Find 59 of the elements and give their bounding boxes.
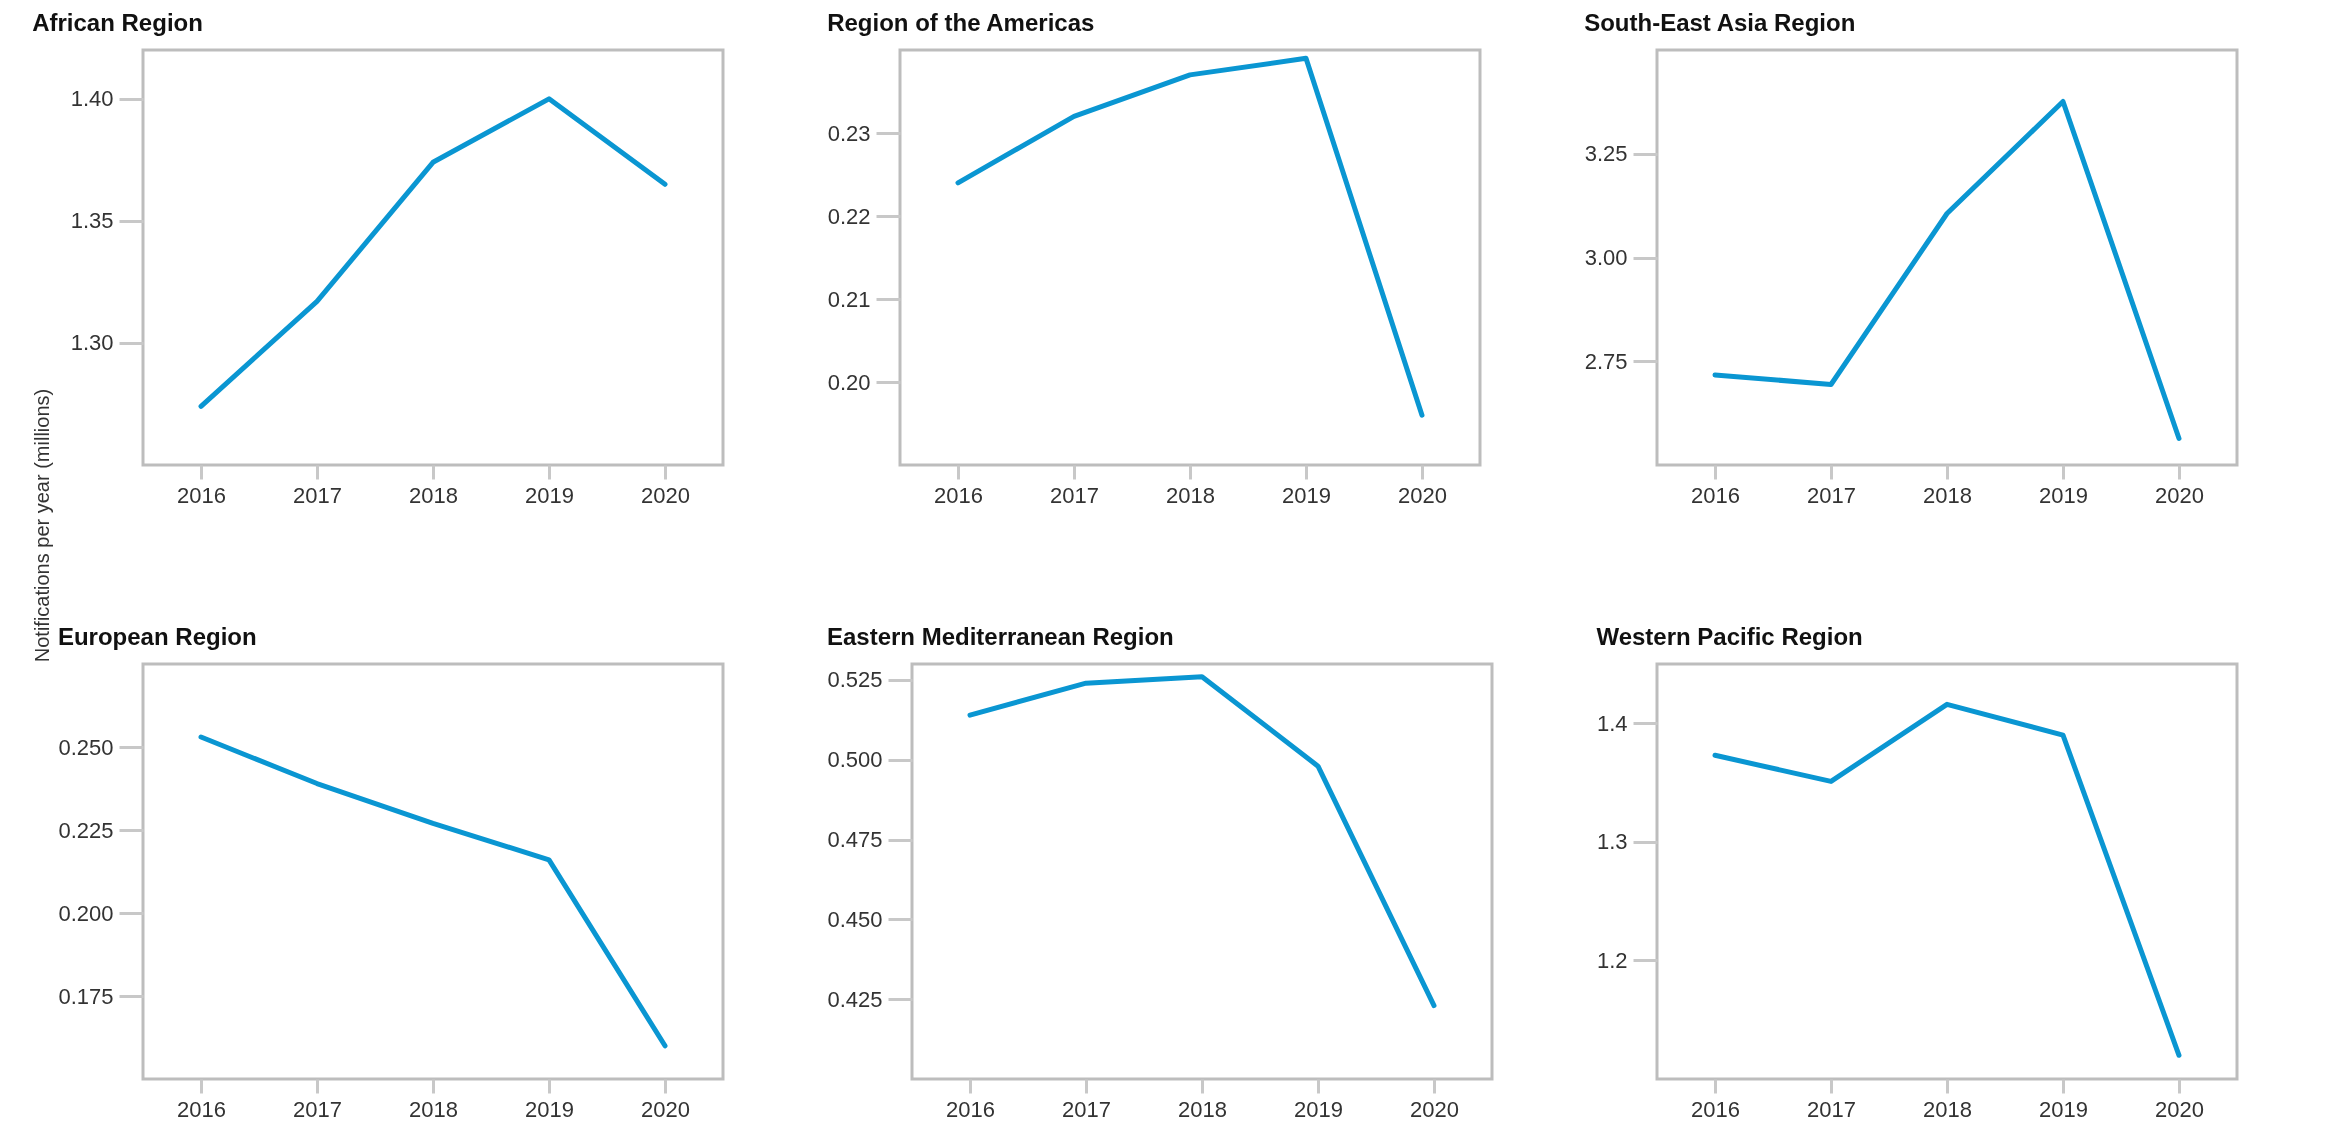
y-tick-label: 1.40 xyxy=(70,86,114,112)
y-tick-label: 0.525 xyxy=(827,667,883,693)
x-tick-label: 2017 xyxy=(293,482,342,508)
y-tick-label: 2.75 xyxy=(1584,348,1628,374)
x-tick-label: 2020 xyxy=(641,482,690,508)
x-tick-label: 2017 xyxy=(293,1096,342,1122)
y-tick-label: 1.2 xyxy=(1596,947,1628,973)
chart-title: Eastern Mediterranean Region xyxy=(826,623,1174,650)
y-tick-label: 0.21 xyxy=(827,286,871,312)
x-tick-label: 2017 xyxy=(1050,482,1099,508)
y-tick-label: 0.475 xyxy=(827,827,883,853)
x-tick-label: 2019 xyxy=(1282,482,1331,508)
x-tick-label: 2018 xyxy=(409,482,458,508)
y-axis-title: Notifications per year (millions) xyxy=(30,388,53,663)
x-tick-label: 2016 xyxy=(177,482,226,508)
x-tick-label: 2019 xyxy=(2039,1096,2088,1122)
x-tick-label: 2020 xyxy=(1410,1096,1459,1122)
x-tick-label: 2016 xyxy=(946,1096,995,1122)
chart-title: African Region xyxy=(32,9,203,36)
chart-title: European Region xyxy=(57,623,257,650)
x-tick-label: 2017 xyxy=(1807,1096,1856,1122)
x-tick-label: 2018 xyxy=(1923,1096,1972,1122)
x-tick-label: 2017 xyxy=(1807,482,1856,508)
chart-title: Region of the Americas xyxy=(827,9,1095,36)
y-tick-label: 0.200 xyxy=(58,900,114,926)
x-tick-label: 2019 xyxy=(2039,482,2088,508)
y-tick-label: 0.175 xyxy=(58,983,114,1009)
y-tick-label: 0.450 xyxy=(827,906,883,932)
y-tick-label: 1.35 xyxy=(70,208,114,234)
x-tick-label: 2020 xyxy=(1398,482,1447,508)
x-tick-label: 2019 xyxy=(525,482,574,508)
y-tick-label: 0.23 xyxy=(827,120,871,146)
y-tick-label: 0.500 xyxy=(827,747,883,773)
y-tick-label: 0.425 xyxy=(827,986,883,1012)
y-tick-label: 1.4 xyxy=(1596,710,1628,736)
y-tick-label: 3.00 xyxy=(1584,245,1628,270)
x-tick-label: 2017 xyxy=(1062,1096,1111,1122)
x-tick-label: 2018 xyxy=(1923,482,1972,508)
x-tick-label: 2018 xyxy=(409,1096,458,1122)
y-tick-label: 1.3 xyxy=(1596,829,1628,855)
y-tick-label: 3.25 xyxy=(1584,141,1628,167)
y-tick-label: 0.250 xyxy=(58,734,114,760)
y-tick-label: 0.225 xyxy=(58,817,114,843)
y-tick-label: 1.30 xyxy=(70,330,114,356)
x-tick-label: 2018 xyxy=(1166,482,1215,508)
y-tick-label: 0.20 xyxy=(827,369,871,395)
x-tick-label: 2018 xyxy=(1178,1096,1227,1122)
x-tick-label: 2020 xyxy=(2155,1096,2204,1122)
x-tick-label: 2016 xyxy=(177,1096,226,1122)
x-tick-label: 2020 xyxy=(641,1096,690,1122)
chart-title: South-East Asia Region xyxy=(1584,9,1856,36)
x-tick-label: 2020 xyxy=(2155,482,2204,508)
x-tick-label: 2016 xyxy=(934,482,983,508)
x-tick-label: 2016 xyxy=(1691,1096,1740,1122)
x-tick-label: 2019 xyxy=(525,1096,574,1122)
x-tick-label: 2016 xyxy=(1691,482,1740,508)
y-tick-label: 0.22 xyxy=(827,203,871,229)
x-tick-label: 2019 xyxy=(1294,1096,1343,1122)
chart-title: Western Pacific Region xyxy=(1596,623,1863,650)
